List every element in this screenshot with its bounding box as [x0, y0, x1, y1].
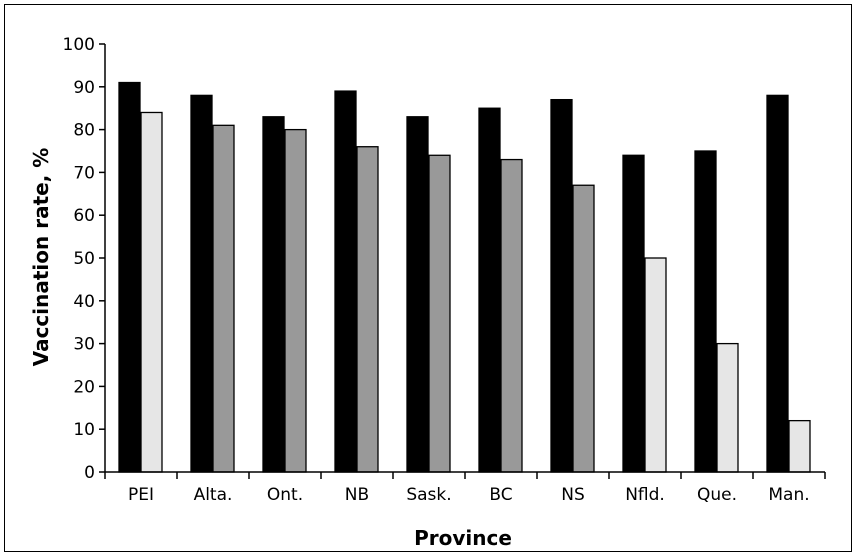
bar-alta-series-1: [190, 94, 213, 473]
y-tick-label: 10: [73, 420, 95, 440]
bar-nb-series-2: [356, 146, 379, 473]
bar-alta-series-2: [212, 124, 235, 473]
x-tick-label: Man.: [768, 485, 809, 505]
x-tick-label: Alta.: [194, 485, 233, 505]
bar-nb-series-1: [334, 90, 357, 473]
bar-sask-series-1: [406, 116, 429, 473]
bar-sask-series-2: [428, 154, 451, 473]
bar-ont-series-1: [262, 116, 285, 473]
y-tick-label: 80: [73, 121, 95, 141]
bar-nfld-series-2: [644, 257, 667, 473]
y-tick-label: 40: [73, 292, 95, 312]
y-tick-label: 0: [84, 463, 95, 483]
y-tick-label: 60: [73, 206, 95, 226]
x-axis-title: Province: [414, 526, 512, 550]
bar-ont-series-2: [284, 128, 307, 473]
bar-man-series-2: [788, 419, 811, 473]
bar-bc-series-1: [478, 107, 501, 473]
x-tick-label: Sask.: [406, 485, 451, 505]
x-tick-label: Ont.: [267, 485, 303, 505]
y-tick-label: 50: [73, 249, 95, 269]
bar-ns-series-1: [550, 98, 573, 473]
bar-pei-series-1: [118, 81, 141, 473]
y-tick-label: 70: [73, 163, 95, 183]
y-axis-ticks: 0 10 20 30 40 50 60 70 80 90 100: [63, 35, 105, 483]
x-tick-label: Que.: [697, 485, 737, 505]
x-tick-label: BC: [489, 485, 512, 505]
bar-que-series-2: [716, 342, 739, 473]
bar-que-series-1: [694, 150, 717, 473]
bar-nfld-series-1: [622, 154, 645, 473]
y-tick-label: 30: [73, 335, 95, 355]
y-tick-label: 100: [63, 35, 95, 55]
bar-man-series-1: [766, 94, 789, 473]
x-tick-label: PEI: [128, 485, 154, 505]
x-tick-label: Nfld.: [625, 485, 665, 505]
bar-pei-series-2: [140, 111, 163, 473]
x-tick-label: NB: [345, 485, 369, 505]
y-tick-label: 20: [73, 377, 95, 397]
x-tick-label: NS: [561, 485, 585, 505]
bars: [118, 81, 811, 473]
bar-ns-series-2: [572, 184, 595, 473]
bar-bc-series-2: [500, 158, 523, 473]
y-axis-title: Vaccination rate, %: [29, 148, 53, 367]
x-axis-ticks: PEI Alta. Ont. NB Sask. BC NS Nfld. Que. Man.: [104, 472, 826, 505]
y-tick-label: 90: [73, 78, 95, 98]
